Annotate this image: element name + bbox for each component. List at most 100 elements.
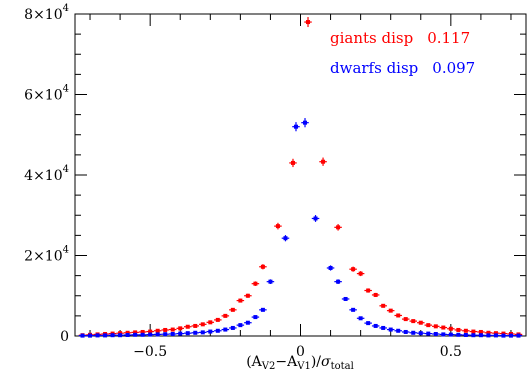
point-marker	[155, 328, 160, 333]
point-marker	[388, 327, 393, 332]
data-point	[229, 307, 237, 312]
data-point	[409, 330, 418, 335]
data-point	[469, 329, 478, 334]
tick-labels: −0.5 0 0.5 0 2×104 4×104 6×104 8×104	[24, 3, 462, 360]
point-marker	[215, 328, 220, 333]
data-point	[439, 332, 448, 337]
point-marker	[418, 331, 423, 336]
data-point	[292, 122, 300, 132]
data-point	[364, 288, 372, 293]
point-marker	[140, 332, 145, 337]
point-marker	[170, 331, 175, 336]
data-point	[138, 332, 147, 337]
data-point	[304, 17, 312, 28]
point-marker	[463, 328, 468, 333]
point-marker	[245, 293, 250, 298]
data-point	[214, 328, 222, 333]
point-marker	[343, 296, 348, 301]
data-point	[289, 158, 297, 168]
point-marker	[403, 317, 408, 322]
data-point	[221, 327, 230, 332]
data-point	[168, 327, 177, 332]
point-marker	[185, 331, 190, 336]
point-marker	[358, 271, 363, 276]
data-point	[477, 329, 485, 334]
data-point	[221, 313, 230, 318]
data-point	[206, 329, 215, 334]
point-marker	[441, 332, 446, 337]
point-marker	[185, 324, 190, 329]
data-marks	[78, 17, 523, 338]
point-marker	[193, 330, 198, 335]
data-point	[274, 222, 282, 230]
data-point	[379, 325, 387, 330]
y-tick-label: 2×104	[24, 245, 69, 265]
data-point	[462, 328, 470, 333]
point-marker	[238, 323, 243, 328]
point-marker	[215, 317, 220, 322]
point-marker	[336, 225, 341, 230]
point-marker	[426, 331, 431, 336]
data-point	[206, 320, 215, 325]
point-marker	[321, 159, 326, 164]
point-marker	[478, 329, 483, 334]
point-marker	[381, 303, 386, 308]
data-point	[244, 293, 252, 298]
point-marker	[230, 325, 235, 330]
data-point	[116, 333, 124, 338]
point-marker	[456, 332, 461, 337]
point-marker	[366, 288, 371, 293]
point-marker	[471, 329, 476, 334]
data-point	[401, 329, 410, 334]
data-point	[251, 315, 260, 320]
point-marker	[463, 332, 468, 337]
data-point	[409, 319, 418, 324]
point-marker	[486, 333, 491, 338]
point-marker	[260, 264, 265, 269]
point-marker	[163, 327, 168, 332]
data-point	[356, 316, 365, 321]
point-marker	[125, 332, 130, 337]
data-point	[469, 333, 478, 338]
point-marker	[381, 325, 386, 330]
legend-giants-value: 0.117	[427, 29, 470, 47]
data-point	[146, 332, 154, 337]
point-marker	[396, 328, 401, 333]
data-point	[199, 322, 207, 327]
y-tick-label: 4×104	[24, 164, 69, 184]
point-marker	[493, 333, 498, 338]
point-marker	[373, 323, 378, 328]
data-point	[153, 332, 162, 337]
data-point	[334, 279, 342, 284]
data-point	[394, 313, 402, 318]
point-marker	[456, 327, 461, 332]
point-marker	[433, 324, 438, 329]
data-point	[191, 330, 200, 335]
data-point	[153, 328, 162, 333]
data-point	[131, 332, 139, 337]
legend-entry-giants: giants disp 0.117	[330, 29, 470, 47]
data-point	[123, 332, 132, 337]
data-point	[78, 333, 87, 338]
point-marker	[110, 333, 115, 338]
y-tick-label: 6×104	[24, 84, 69, 104]
data-point	[371, 323, 380, 328]
data-point	[447, 332, 455, 337]
x-tick-label: 0	[296, 344, 305, 360]
point-marker	[478, 333, 483, 338]
data-point	[236, 323, 245, 328]
legend: giants disp 0.117 dwarfs disp 0.097	[330, 29, 475, 77]
point-marker	[200, 322, 205, 327]
data-point	[259, 264, 267, 270]
data-point	[108, 333, 117, 338]
point-marker	[471, 333, 476, 338]
data-point	[311, 215, 320, 222]
data-point	[244, 320, 252, 325]
x-tick-label: −0.5	[133, 344, 167, 360]
point-marker	[313, 216, 318, 221]
data-point	[183, 331, 192, 336]
point-marker	[426, 323, 431, 328]
y-tick-label: 0	[60, 329, 69, 345]
point-marker	[88, 333, 93, 338]
data-point	[394, 328, 402, 333]
